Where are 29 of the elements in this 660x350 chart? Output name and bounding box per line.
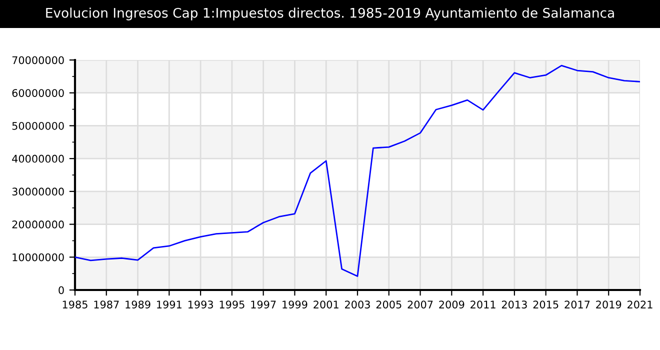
y-tick-label: 40000000 xyxy=(12,154,64,163)
x-tick-label: 2009 xyxy=(439,300,464,308)
y-tick-label: 60000000 xyxy=(12,89,64,97)
x-tick-label: 1997 xyxy=(251,300,276,308)
x-tick-label: 1989 xyxy=(126,300,150,308)
x-tick-label: 2015 xyxy=(533,300,558,308)
line-series xyxy=(75,64,640,277)
x-tick-label: 2011 xyxy=(470,300,496,308)
y-tick-label: 70000000 xyxy=(12,56,64,64)
y-tick-label: 50000000 xyxy=(12,122,64,130)
x-tick-label: 2003 xyxy=(345,300,370,308)
x-tick-label: 2017 xyxy=(564,300,590,308)
y-tick-label: 30000000 xyxy=(12,188,64,196)
chart-title: Evolucion Ingresos Cap 1:Impuestos directos. 1985-2019 Ayuntamiento de Salamanca xyxy=(46,8,614,20)
x-tick-label: 2013 xyxy=(502,300,527,308)
x-tick-label: 2005 xyxy=(376,300,402,308)
x-tick-label: 2019 xyxy=(596,300,622,308)
x-tick-label: 1987 xyxy=(94,300,119,308)
x-tick-label: 2001 xyxy=(314,300,338,308)
x-tick-label: 1995 xyxy=(220,300,244,308)
y-tick-label: 10000000 xyxy=(12,253,64,262)
x-tick-label: 1991 xyxy=(157,300,182,308)
x-tick-label: 2007 xyxy=(408,300,433,308)
y-tick-label: 0 xyxy=(58,286,64,294)
x-tick-label: 1993 xyxy=(188,300,213,308)
x-tick-label: 1999 xyxy=(282,300,308,308)
x-tick-label: 2021 xyxy=(628,300,652,308)
x-tick-label: 1985 xyxy=(62,300,88,308)
y-tick-label: 20000000 xyxy=(12,220,64,228)
